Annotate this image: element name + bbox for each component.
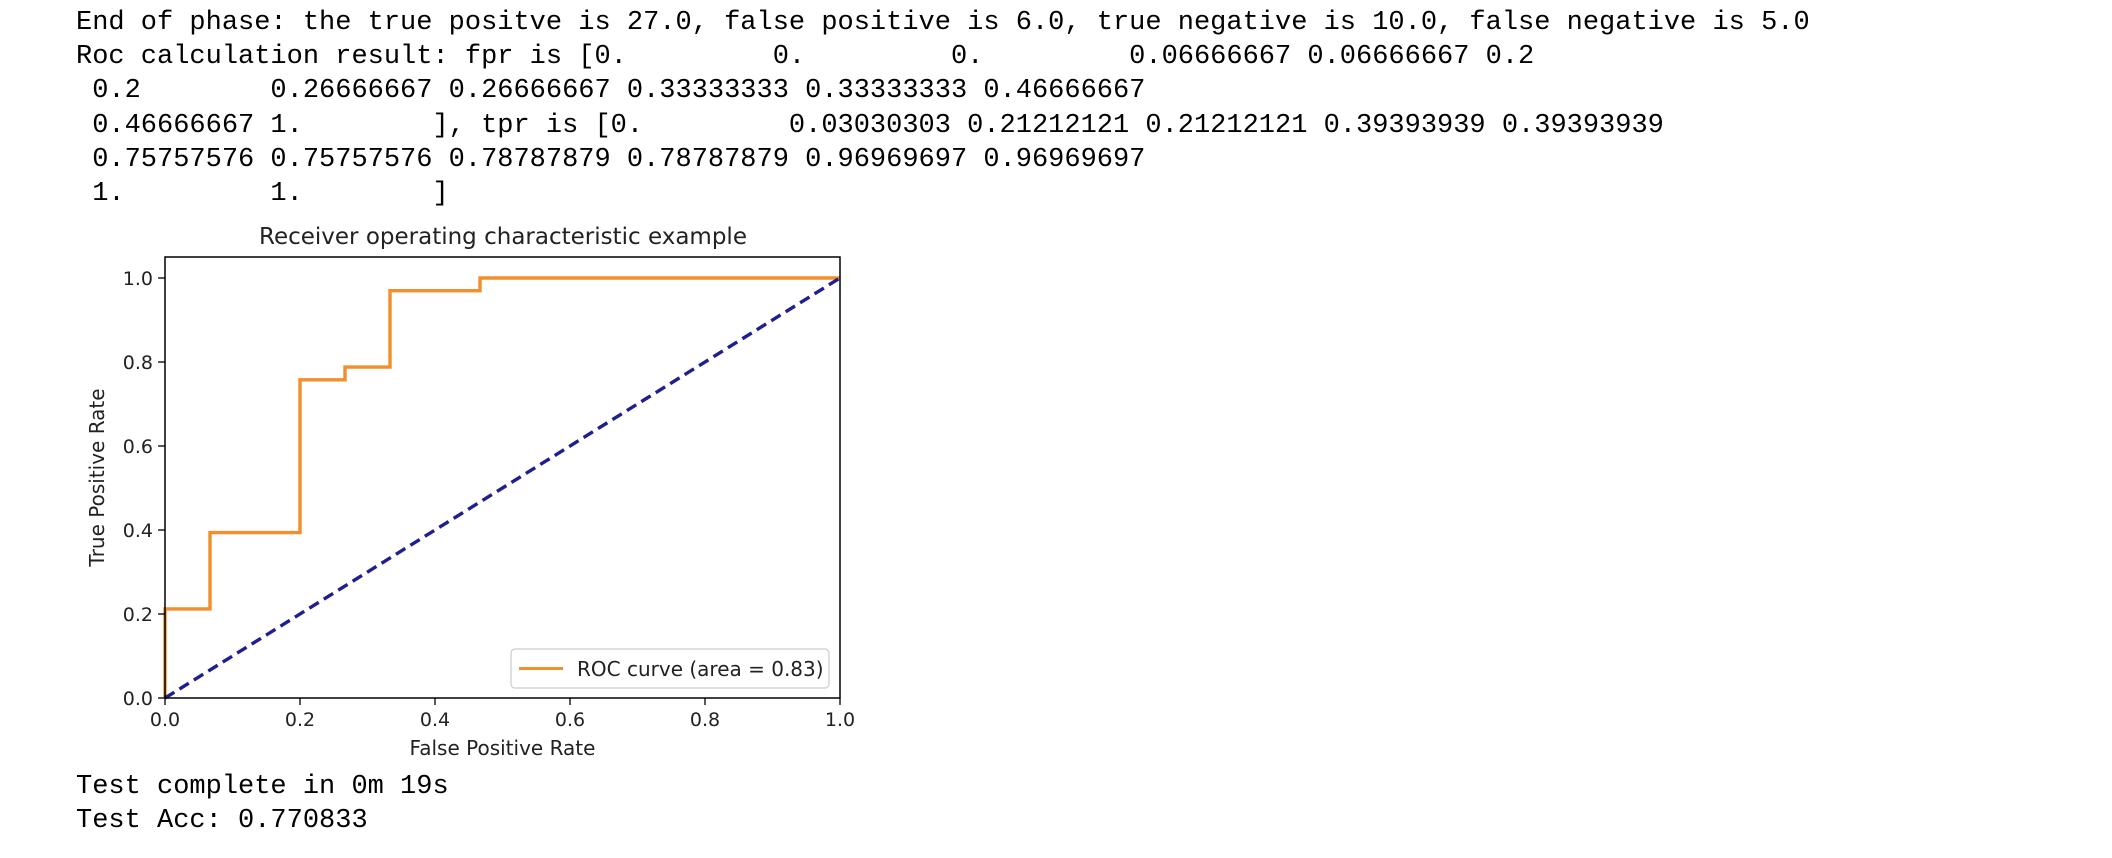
y-tick-label: 0.2	[123, 604, 153, 626]
x-axis-label: False Positive Rate	[410, 736, 596, 760]
plot-lines	[163, 276, 841, 700]
phase-summary-line: End of phase: the true positve is 27.0, …	[76, 8, 1810, 38]
roc-result-line: 0.75757576 0.75757576 0.78787879 0.78787…	[76, 144, 1146, 175]
y-tick-label: 1.0	[123, 268, 153, 290]
axis-ticks: 0.0 0.2 0.4 0.6 0.8 1.0 0.0 0.2 0.4 0.6 0.8 1.0	[123, 268, 855, 731]
chart-title: Receiver operating characteristic exampl…	[259, 224, 747, 250]
x-tick-label: 0.6	[555, 709, 585, 731]
y-axis-label: True Positive Rate	[85, 388, 109, 567]
x-tick-label: 1.0	[825, 709, 855, 731]
roc-result-line: 0.46666667 1. ], tpr is [0. 0.03030303 0…	[76, 110, 1664, 141]
chance-diagonal-line	[164, 276, 841, 700]
y-tick-label: 0.0	[123, 688, 153, 710]
legend: ROC curve (area = 0.83)	[510, 648, 830, 689]
roc-chart: Receiver operating characteristic exampl…	[85, 224, 855, 760]
x-tick-label: 0.0	[150, 709, 180, 731]
y-tick-label: 0.6	[123, 436, 153, 458]
x-tick-label: 0.4	[420, 709, 450, 731]
roc-result-line: 1. 1. ]	[76, 178, 449, 209]
console-output-top: End of phase: the true positve is 27.0, …	[76, 6, 1810, 211]
y-tick-label: 0.8	[123, 352, 153, 374]
legend-box	[510, 648, 830, 689]
roc-result-line: Roc calculation result: fpr is [0. 0. 0.…	[76, 42, 1535, 73]
x-tick-label: 0.8	[690, 709, 720, 731]
roc-result-line: 0.2 0.26666667 0.26666667 0.33333333 0.3…	[76, 76, 1146, 107]
test-accuracy-line: Test Acc: 0.770833	[76, 806, 368, 837]
y-tick-label: 0.4	[123, 520, 153, 542]
x-tick-label: 0.2	[285, 709, 315, 731]
legend-label-roc: ROC curve (area = 0.83)	[577, 657, 824, 681]
console-output-bottom: Test complete in 0m 19s Test Acc: 0.77083…	[76, 770, 449, 838]
plot-frame	[164, 256, 841, 699]
roc-curve-line	[163, 276, 840, 698]
test-duration-line: Test complete in 0m 19s	[76, 772, 449, 802]
